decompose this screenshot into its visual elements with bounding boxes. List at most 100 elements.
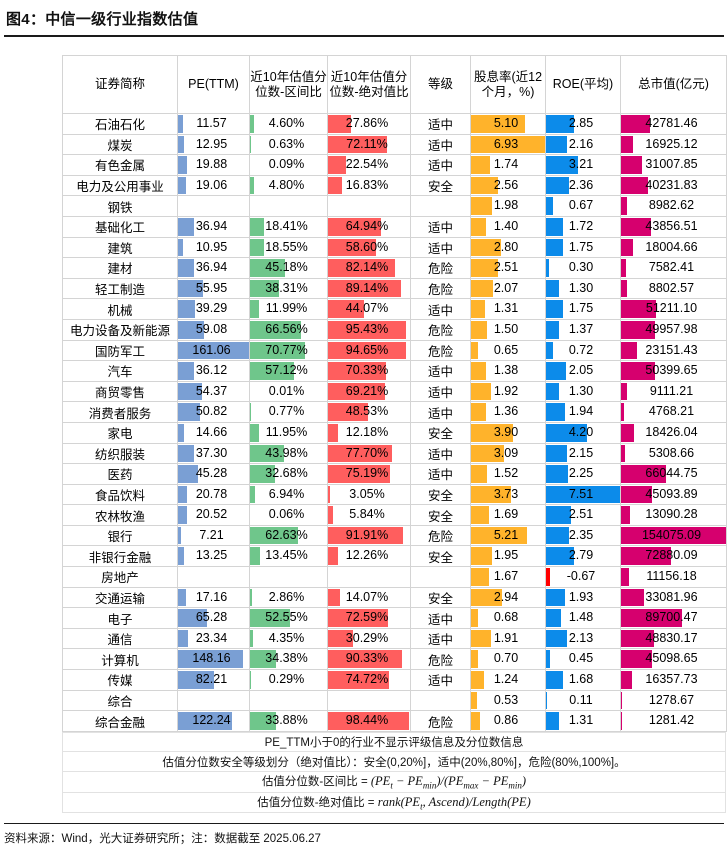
cell-value: 13.25: [178, 546, 249, 566]
cell-value: 5308.66: [621, 444, 726, 464]
cell-value: 7.51: [546, 485, 620, 505]
cell-value: 2.15: [546, 444, 620, 464]
cell-value: 0.11: [546, 691, 620, 711]
cell-value: 43856.51: [621, 217, 726, 237]
valuation-table: 证券简称 PE(TTM) 近10年估值分位数-区间比 近10年估值分位数-绝对值…: [62, 55, 727, 732]
cell-value: 1.69: [471, 505, 545, 525]
formula-range-label: 估值分位数-区间比 =: [262, 776, 371, 788]
note-row-4: 估值分位数-绝对值比 = rank(PEt, Ascend)/Length(PE…: [63, 792, 726, 813]
cell-value: 3.90: [471, 423, 545, 443]
cell-value: 1.75: [546, 299, 620, 319]
cell-value: 72.59%: [328, 608, 410, 628]
cell-value: 2.86%: [250, 588, 327, 608]
page-title: 图4：中信一级行业指数估值: [0, 0, 728, 35]
cell-value: 95.43%: [328, 320, 410, 340]
col-header-roe: ROE(平均): [546, 56, 621, 114]
cell-value: 3.21: [546, 155, 620, 175]
cell-value: 1.40: [471, 217, 545, 237]
cell-value: 23.34: [178, 629, 249, 649]
cell-value: 82.14%: [328, 258, 410, 278]
title-divider: [4, 35, 724, 37]
cell-value: 0.86: [471, 711, 545, 731]
cell-value: 1.93: [546, 588, 620, 608]
cell-value: 91.91%: [328, 526, 410, 546]
row-industry-name: 国防军工: [63, 340, 178, 361]
row-industry-name: 食品饮料: [63, 484, 178, 505]
row-industry-name: 非银行金融: [63, 546, 178, 567]
cell-value: 2.94: [471, 588, 545, 608]
row-rating: [411, 690, 471, 711]
cell-value: 30.29%: [328, 629, 410, 649]
row-rating: 危险: [411, 711, 471, 732]
cell-value: 82.21: [178, 670, 249, 690]
cell-value: 52.55%: [250, 608, 327, 628]
row-rating: 适中: [411, 155, 471, 176]
row-rating: 适中: [411, 114, 471, 135]
cell-value: 5.10: [471, 114, 545, 134]
row-industry-name: 综合金融: [63, 711, 178, 732]
cell-value: 1.94: [546, 402, 620, 422]
row-rating: 安全: [411, 422, 471, 443]
cell-value: 33081.96: [621, 588, 726, 608]
col-header-abs-pct: 近10年估值分位数-绝对值比: [328, 56, 411, 114]
cell-value: 43.98%: [250, 444, 327, 464]
cell-value: 6.93: [471, 135, 545, 155]
row-rating: 适中: [411, 402, 471, 423]
cell-value: 89700.47: [621, 608, 726, 628]
cell-value: 12.18%: [328, 423, 410, 443]
row-industry-name: 交通运输: [63, 587, 178, 608]
col-header-name: 证券简称: [63, 56, 178, 114]
cell-value: 2.85: [546, 114, 620, 134]
cell-value: 20.52: [178, 505, 249, 525]
cell-value: 89.14%: [328, 279, 410, 299]
row-rating: 安全: [411, 546, 471, 567]
cell-value: 1.92: [471, 382, 545, 402]
cell-value: 0.72: [546, 341, 620, 361]
row-industry-name: 基础化工: [63, 216, 178, 237]
cell-value: 0.06%: [250, 505, 327, 525]
cell-value: 1.38: [471, 361, 545, 381]
row-rating: 适中: [411, 670, 471, 691]
cell-value: -0.67: [546, 567, 620, 587]
row-rating: 危险: [411, 649, 471, 670]
cell-value: 12.95: [178, 135, 249, 155]
row-industry-name: 电子: [63, 608, 178, 629]
cell-value: 3.73: [471, 485, 545, 505]
cell-value: 0.29%: [250, 670, 327, 690]
row-rating: [411, 567, 471, 588]
cell-value: 44.07%: [328, 299, 410, 319]
cell-value: 0.01%: [250, 382, 327, 402]
cell-value: 2.16: [546, 135, 620, 155]
col-header-pe: PE(TTM): [178, 56, 250, 114]
cell-value: 16925.12: [621, 135, 726, 155]
cell-value: 0.30: [546, 258, 620, 278]
cell-value: 1.67: [471, 567, 545, 587]
row-industry-name: 农林牧渔: [63, 505, 178, 526]
cell-value: 11.57: [178, 114, 249, 134]
cell-value: 2.07: [471, 279, 545, 299]
row-rating: 安全: [411, 484, 471, 505]
row-industry-name: 建材: [63, 258, 178, 279]
row-industry-name: 消费者服务: [63, 402, 178, 423]
row-industry-name: 电力设备及新能源: [63, 319, 178, 340]
cell-value: 66.56%: [250, 320, 327, 340]
cell-value: 74.72%: [328, 670, 410, 690]
cell-value: 0.45: [546, 649, 620, 669]
cell-value: 161.06: [178, 341, 249, 361]
cell-value: 0.63%: [250, 135, 327, 155]
cell-value: 3.09: [471, 444, 545, 464]
cell-value: 50.82: [178, 402, 249, 422]
table-header: 证券简称 PE(TTM) 近10年估值分位数-区间比 近10年估值分位数-绝对值…: [63, 56, 727, 114]
